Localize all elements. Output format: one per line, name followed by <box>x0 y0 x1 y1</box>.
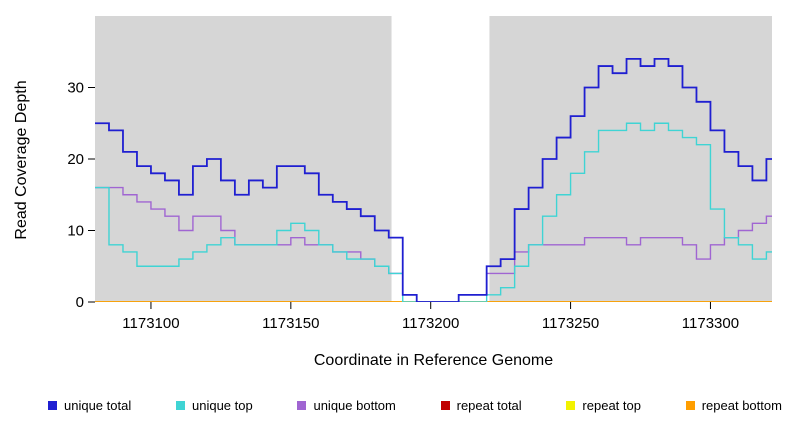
series-line-unique-bottom <box>95 186 772 302</box>
y-tick-label: 30 <box>67 80 84 97</box>
series-line-unique-total <box>95 58 772 302</box>
legend-item-unique-total: unique total <box>48 398 131 413</box>
legend-swatch-unique-bottom <box>297 401 307 410</box>
legend: unique total unique top unique bottom repea… <box>0 398 792 413</box>
legend-item-unique-top: unique top <box>175 398 253 413</box>
legend-swatch-unique-total <box>48 401 57 410</box>
x-tick-label: 1173300 <box>682 315 739 332</box>
legend-label-repeat-total: repeat total <box>456 398 522 413</box>
legend-item-repeat-total: repeat total <box>440 398 522 413</box>
x-axis-label: Coordinate in Reference Genome <box>313 352 554 369</box>
no-data-gap-region <box>391 16 490 302</box>
series-line-unique-top <box>95 122 772 302</box>
y-tick-label: 0 <box>76 294 84 311</box>
legend-swatch-unique-top <box>175 401 185 410</box>
legend-label-repeat-top: repeat top <box>582 398 641 413</box>
legend-item-repeat-top: repeat top <box>566 398 641 413</box>
coverage-chart: 0 10 20 30 1173100 1173150 1173200 1173250 11733… <box>67 16 772 332</box>
y-tick-label: 20 <box>67 151 84 168</box>
x-tick-label: 1173150 <box>262 315 319 332</box>
y-tick-label: 10 <box>67 223 84 240</box>
x-tick-label: 1173250 <box>542 315 599 332</box>
legend-swatch-repeat-bottom <box>685 401 695 410</box>
legend-item-unique-bottom: unique bottom <box>297 398 396 413</box>
legend-item-repeat-bottom: repeat bottom <box>685 398 782 413</box>
x-tick-label: 1173200 <box>402 315 459 332</box>
legend-swatch-repeat-total <box>440 401 450 410</box>
legend-label-unique-top: unique top <box>191 398 253 413</box>
legend-swatch-repeat-top <box>566 401 576 410</box>
y-axis-label: Read Coverage Depth <box>13 80 30 240</box>
x-tick-label: 1173100 <box>122 315 179 332</box>
legend-label-unique-total: unique total <box>64 398 132 413</box>
legend-label-unique-bottom: unique bottom <box>313 398 396 413</box>
legend-label-repeat-bottom: repeat bottom <box>701 398 782 413</box>
